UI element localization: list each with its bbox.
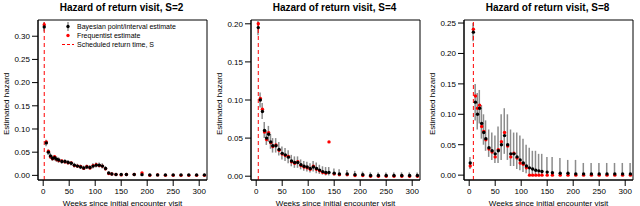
svg-text:0.05: 0.05 bbox=[227, 134, 243, 143]
svg-text:200: 200 bbox=[354, 187, 368, 196]
svg-text:0.20: 0.20 bbox=[227, 20, 243, 29]
svg-text:0.15: 0.15 bbox=[227, 58, 243, 67]
svg-text:150: 150 bbox=[115, 187, 129, 196]
svg-text:0.05: 0.05 bbox=[14, 148, 30, 157]
html-text:Hazard of return visit, S=8: Hazard of return visit, S=8 bbox=[485, 2, 610, 13]
svg-text:0.00: 0.00 bbox=[14, 171, 30, 180]
svg-text:Estimated hazard: Estimated hazard bbox=[215, 73, 224, 135]
svg-text:200: 200 bbox=[141, 187, 155, 196]
svg-text:300: 300 bbox=[406, 187, 420, 196]
svg-text:0.30: 0.30 bbox=[14, 32, 30, 41]
svg-text:0.05: 0.05 bbox=[440, 141, 456, 150]
svg-text:50: 50 bbox=[65, 187, 74, 196]
svg-text:0.25: 0.25 bbox=[14, 55, 30, 64]
svg-text:0.25: 0.25 bbox=[440, 19, 456, 28]
svg-text:Estimated hazard: Estimated hazard bbox=[428, 73, 437, 135]
svg-text:0.20: 0.20 bbox=[440, 49, 456, 58]
svg-text:0.20: 0.20 bbox=[14, 78, 30, 87]
svg-text:100: 100 bbox=[89, 187, 103, 196]
html-text:Hazard of return visit, S=2: Hazard of return visit, S=2 bbox=[59, 2, 184, 13]
svg-text:0.10: 0.10 bbox=[440, 110, 456, 119]
svg-text:0.15: 0.15 bbox=[14, 102, 30, 111]
html-text:Hazard of return visit, S=4: Hazard of return visit, S=4 bbox=[272, 2, 397, 13]
svg-text:250: 250 bbox=[380, 187, 394, 196]
svg-text:0: 0 bbox=[467, 187, 472, 196]
svg-text:Weeks since initial encounter: Weeks since initial encounter visit bbox=[276, 199, 396, 206]
svg-text:50: 50 bbox=[491, 187, 500, 196]
svg-text:300: 300 bbox=[619, 187, 632, 196]
svg-text:0.10: 0.10 bbox=[14, 125, 30, 134]
svg-text:0.10: 0.10 bbox=[227, 96, 243, 105]
svg-text:0: 0 bbox=[41, 187, 46, 196]
svg-text:0.15: 0.15 bbox=[440, 80, 456, 89]
html-text:Scheduled return time, S: Scheduled return time, S bbox=[77, 41, 154, 48]
svg-text:Weeks since initial encounter: Weeks since initial encounter visit bbox=[63, 199, 183, 206]
svg-text:Weeks since initial encounter: Weeks since initial encounter visit bbox=[489, 199, 609, 206]
svg-text:Estimated hazard: Estimated hazard bbox=[8, 73, 11, 135]
svg-text:0.00: 0.00 bbox=[227, 172, 243, 181]
svg-text:150: 150 bbox=[541, 187, 555, 196]
html-text:Bayesian point/interval estima: Bayesian point/interval estimate bbox=[77, 23, 176, 30]
svg-text:300: 300 bbox=[193, 187, 207, 196]
svg-text:0.00: 0.00 bbox=[440, 171, 456, 180]
svg-text:150: 150 bbox=[328, 187, 342, 196]
svg-text:200: 200 bbox=[567, 187, 581, 196]
svg-text:250: 250 bbox=[593, 187, 607, 196]
svg-text:50: 50 bbox=[278, 187, 287, 196]
svg-text:100: 100 bbox=[515, 187, 529, 196]
svg-text:250: 250 bbox=[167, 187, 181, 196]
html-text:Frequentist estimate: Frequentist estimate bbox=[77, 32, 141, 39]
svg-text:0: 0 bbox=[254, 187, 259, 196]
svg-text:100: 100 bbox=[302, 187, 316, 196]
